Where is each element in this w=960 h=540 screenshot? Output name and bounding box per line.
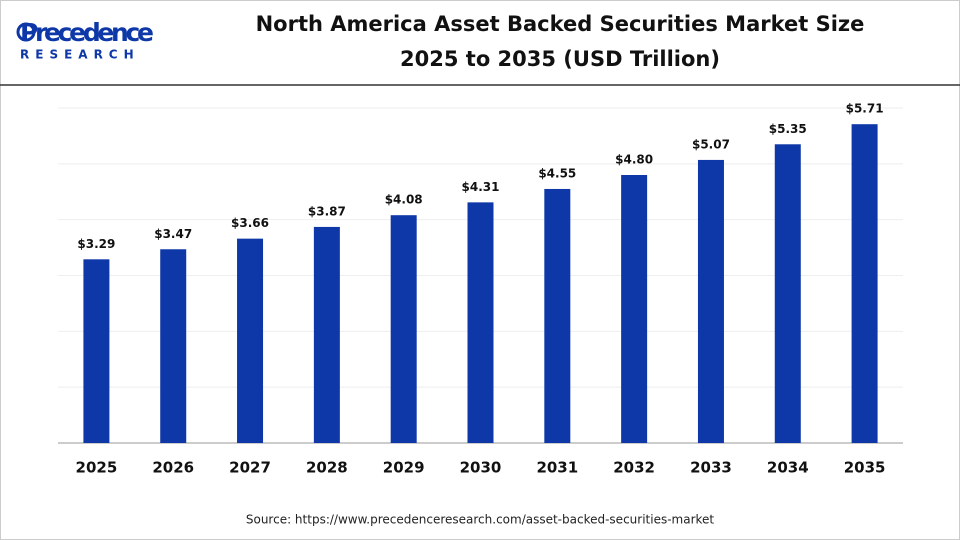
x-tick-label: 2035 xyxy=(844,459,886,477)
logo: Precedence RESEARCH xyxy=(16,18,154,62)
bar xyxy=(313,226,340,443)
value-label: $4.55 xyxy=(538,166,576,180)
x-tick-label: 2033 xyxy=(690,459,732,477)
x-tick-label: 2025 xyxy=(76,459,118,477)
source: Source: https://www.precedenceresearch.c… xyxy=(246,513,715,527)
value-label: $3.66 xyxy=(231,216,269,230)
x-tick-label: 2026 xyxy=(152,459,194,477)
chart-title: North America Asset Backed Securities Ma… xyxy=(256,12,865,36)
logo-tagline: RESEARCH xyxy=(20,48,140,62)
bar xyxy=(390,215,417,443)
x-tick-label: 2032 xyxy=(613,459,655,477)
bar xyxy=(237,238,264,443)
value-label: $4.08 xyxy=(385,193,423,207)
value-label: $5.07 xyxy=(692,137,730,151)
value-label: $3.47 xyxy=(154,227,192,241)
bar xyxy=(467,202,494,443)
x-tick-label: 2027 xyxy=(229,459,271,477)
value-label: $5.71 xyxy=(846,102,884,116)
x-tick-label: 2028 xyxy=(306,459,348,477)
x-tick-label: 2029 xyxy=(383,459,425,477)
value-label: $5.35 xyxy=(769,122,807,136)
logo-name: Precedence xyxy=(20,18,154,47)
x-tick-label: 2031 xyxy=(536,459,578,477)
x-tick-label: 2030 xyxy=(460,459,502,477)
bar xyxy=(621,175,648,443)
chart-subtitle: 2025 to 2035 (USD Trillion) xyxy=(400,47,720,71)
bar xyxy=(697,159,724,444)
x-tick-label: 2034 xyxy=(767,459,809,477)
value-label: $4.80 xyxy=(615,153,653,167)
logo-icon xyxy=(16,22,36,42)
value-label: $3.29 xyxy=(77,237,115,251)
value-label: $4.31 xyxy=(462,180,500,194)
bar xyxy=(774,144,801,443)
value-label: $3.87 xyxy=(308,204,346,218)
bar xyxy=(83,259,110,443)
bar xyxy=(160,249,187,443)
bar xyxy=(544,188,571,443)
bar xyxy=(851,124,878,444)
